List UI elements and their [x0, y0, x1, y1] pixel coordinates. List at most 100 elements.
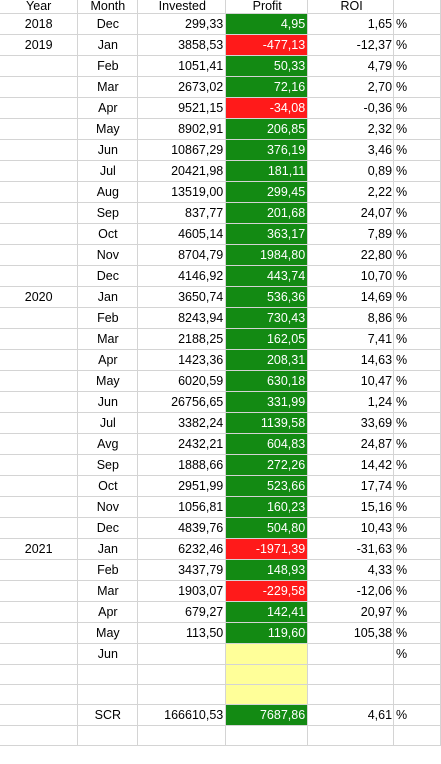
- invested-cell[interactable]: 1051,41: [137, 55, 227, 77]
- invested-cell[interactable]: 8902,91: [137, 118, 227, 140]
- percent-cell[interactable]: [393, 684, 441, 705]
- invested-cell[interactable]: 1888,66: [137, 454, 227, 476]
- month-cell[interactable]: May: [77, 370, 139, 392]
- profit-cell[interactable]: 206,85: [225, 118, 309, 140]
- year-cell[interactable]: [0, 118, 79, 140]
- percent-cell[interactable]: [393, 725, 441, 746]
- percent-cell[interactable]: %: [393, 76, 441, 98]
- month-cell[interactable]: Oct: [77, 223, 139, 245]
- invested-cell[interactable]: [137, 684, 227, 705]
- profit-cell[interactable]: [225, 643, 309, 665]
- percent-cell[interactable]: %: [393, 643, 441, 665]
- year-cell[interactable]: [0, 725, 79, 746]
- header-month[interactable]: Month: [77, 0, 139, 14]
- profit-cell[interactable]: 181,11: [225, 160, 309, 182]
- profit-cell[interactable]: 148,93: [225, 559, 309, 581]
- roi-cell[interactable]: 1,65: [307, 13, 395, 35]
- profit-cell[interactable]: 443,74: [225, 265, 309, 287]
- month-cell[interactable]: Dec: [77, 265, 139, 287]
- month-cell[interactable]: [77, 684, 139, 705]
- percent-cell[interactable]: %: [393, 559, 441, 581]
- profit-cell[interactable]: 363,17: [225, 223, 309, 245]
- roi-cell[interactable]: -12,37: [307, 34, 395, 56]
- year-cell[interactable]: 2018: [0, 13, 79, 35]
- month-cell[interactable]: Dec: [77, 517, 139, 539]
- roi-cell[interactable]: 33,69: [307, 412, 395, 434]
- invested-cell[interactable]: 3437,79: [137, 559, 227, 581]
- profit-cell[interactable]: 7687,86: [225, 704, 309, 726]
- year-cell[interactable]: [0, 97, 79, 119]
- percent-cell[interactable]: %: [393, 517, 441, 539]
- year-cell[interactable]: 2019: [0, 34, 79, 56]
- profit-cell[interactable]: 376,19: [225, 139, 309, 161]
- percent-cell[interactable]: %: [393, 244, 441, 266]
- roi-cell[interactable]: [307, 684, 395, 705]
- profit-cell[interactable]: [225, 684, 309, 705]
- year-cell[interactable]: [0, 55, 79, 77]
- roi-cell[interactable]: -0,36: [307, 97, 395, 119]
- percent-cell[interactable]: %: [393, 496, 441, 518]
- invested-cell[interactable]: [137, 664, 227, 685]
- profit-cell[interactable]: 162,05: [225, 328, 309, 350]
- profit-cell[interactable]: -477,13: [225, 34, 309, 56]
- year-cell[interactable]: [0, 664, 79, 685]
- roi-cell[interactable]: 4,61: [307, 704, 395, 726]
- month-cell[interactable]: Nov: [77, 244, 139, 266]
- percent-cell[interactable]: %: [393, 181, 441, 203]
- percent-cell[interactable]: %: [393, 328, 441, 350]
- profit-cell[interactable]: -229,58: [225, 580, 309, 602]
- header-blank[interactable]: [393, 0, 441, 14]
- invested-cell[interactable]: 8243,94: [137, 307, 227, 329]
- month-cell[interactable]: Jul: [77, 412, 139, 434]
- profit-cell[interactable]: -34,08: [225, 97, 309, 119]
- header-invested[interactable]: Invested: [137, 0, 227, 14]
- month-cell[interactable]: Mar: [77, 76, 139, 98]
- year-cell[interactable]: [0, 370, 79, 392]
- roi-cell[interactable]: 14,63: [307, 349, 395, 371]
- invested-cell[interactable]: 20421,98: [137, 160, 227, 182]
- invested-cell[interactable]: 10867,29: [137, 139, 227, 161]
- roi-cell[interactable]: 14,69: [307, 286, 395, 308]
- roi-cell[interactable]: 1,24: [307, 391, 395, 413]
- invested-cell[interactable]: [137, 725, 227, 746]
- month-cell[interactable]: Apr: [77, 601, 139, 623]
- profit-cell[interactable]: 4,95: [225, 13, 309, 35]
- profit-cell[interactable]: 72,16: [225, 76, 309, 98]
- roi-cell[interactable]: [307, 643, 395, 665]
- year-cell[interactable]: [0, 202, 79, 224]
- year-cell[interactable]: [0, 559, 79, 581]
- year-cell[interactable]: [0, 223, 79, 245]
- percent-cell[interactable]: %: [393, 223, 441, 245]
- percent-cell[interactable]: %: [393, 601, 441, 623]
- profit-cell[interactable]: [225, 725, 309, 746]
- percent-cell[interactable]: %: [393, 475, 441, 497]
- year-cell[interactable]: [0, 328, 79, 350]
- invested-cell[interactable]: 26756,65: [137, 391, 227, 413]
- roi-cell[interactable]: 2,22: [307, 181, 395, 203]
- year-cell[interactable]: [0, 307, 79, 329]
- month-cell[interactable]: Jan: [77, 538, 139, 560]
- month-cell[interactable]: SCR: [77, 704, 139, 726]
- profit-cell[interactable]: [225, 664, 309, 685]
- roi-cell[interactable]: 22,80: [307, 244, 395, 266]
- invested-cell[interactable]: 2188,25: [137, 328, 227, 350]
- profit-cell[interactable]: 536,36: [225, 286, 309, 308]
- year-cell[interactable]: [0, 684, 79, 705]
- year-cell[interactable]: [0, 475, 79, 497]
- roi-cell[interactable]: [307, 725, 395, 746]
- month-cell[interactable]: Sep: [77, 454, 139, 476]
- month-cell[interactable]: Apr: [77, 97, 139, 119]
- roi-cell[interactable]: -12,06: [307, 580, 395, 602]
- profit-cell[interactable]: 331,99: [225, 391, 309, 413]
- year-cell[interactable]: [0, 349, 79, 371]
- roi-cell[interactable]: [307, 664, 395, 685]
- profit-cell[interactable]: 201,68: [225, 202, 309, 224]
- percent-cell[interactable]: %: [393, 13, 441, 35]
- invested-cell[interactable]: 4839,76: [137, 517, 227, 539]
- invested-cell[interactable]: 6232,46: [137, 538, 227, 560]
- percent-cell[interactable]: %: [393, 538, 441, 560]
- month-cell[interactable]: Jul: [77, 160, 139, 182]
- header-year[interactable]: Year: [0, 0, 79, 14]
- roi-cell[interactable]: 105,38: [307, 622, 395, 644]
- invested-cell[interactable]: 2673,02: [137, 76, 227, 98]
